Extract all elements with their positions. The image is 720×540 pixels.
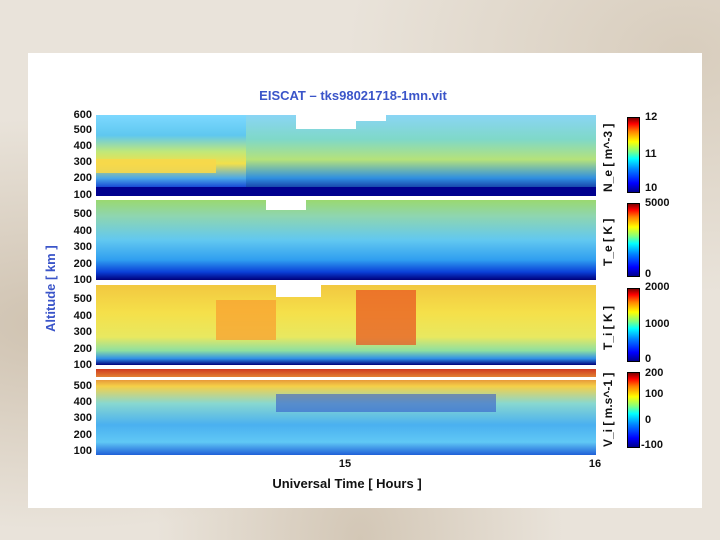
ne-ytick: 100 <box>73 189 92 201</box>
ne-ytick: 600 <box>73 109 92 121</box>
vi-ytick: 400 <box>73 396 92 408</box>
ne-ytick: 500 <box>73 124 92 136</box>
ti-ytick: 300 <box>73 326 92 338</box>
te-cb-tick: 5000 <box>645 197 670 209</box>
ne-ytick: 300 <box>73 156 92 168</box>
vi-ytick: 200 <box>73 429 92 441</box>
ne-cb-tick: 10 <box>645 182 658 194</box>
te-colorbar <box>627 203 640 277</box>
ne-ytick: 200 <box>73 172 92 184</box>
ti-ytick: 200 <box>73 343 92 355</box>
te-ytick: 100 <box>73 274 92 286</box>
ti-colorbar <box>627 288 640 362</box>
ne-colorbar-label: N_e [ m^-3 ] <box>601 123 615 192</box>
te-ytick: 500 <box>73 208 92 220</box>
vi-cb-tick: 100 <box>645 388 664 400</box>
y-axis-label: Altitude [ km ] <box>43 245 58 332</box>
vi-ytick: 300 <box>73 412 92 424</box>
ti-colorbar-label: T_i [ K ] <box>601 306 615 350</box>
vi-colorbar-label: V_i [ m.s^-1 ] <box>601 372 615 447</box>
x-tick: 16 <box>588 458 602 470</box>
ti-ytick: 500 <box>73 293 92 305</box>
ti-ytick: 400 <box>73 310 92 322</box>
panel-ti-heatmap <box>96 285 596 365</box>
ne-ytick: 400 <box>73 140 92 152</box>
ne-cb-tick: 11 <box>645 148 657 160</box>
te-ytick: 200 <box>73 258 92 270</box>
vi-cb-tick: 200 <box>645 367 664 379</box>
ti-cb-tick: 1000 <box>645 318 670 330</box>
ne-cb-tick: 12 <box>645 111 658 123</box>
ti-cb-tick: 2000 <box>645 281 670 293</box>
panel-ne-heatmap <box>96 115 596 196</box>
x-axis-label: Universal Time [ Hours ] <box>272 476 422 491</box>
vi-cb-tick: 0 <box>645 414 652 426</box>
x-tick: 15 <box>338 458 352 470</box>
te-ytick: 300 <box>73 241 92 253</box>
vi-cb-tick: -100 <box>641 439 664 451</box>
te-ytick: 400 <box>73 225 92 237</box>
vi-ytick: 500 <box>73 380 92 392</box>
ti-ytick: 100 <box>73 359 92 371</box>
panel-te-heatmap <box>96 200 596 280</box>
te-cb-tick: 0 <box>645 268 652 280</box>
panel-vi-heatmap <box>96 369 596 455</box>
ti-cb-tick: 0 <box>645 353 652 365</box>
vi-ytick: 100 <box>73 445 92 457</box>
te-colorbar-label: T_e [ K ] <box>601 218 615 266</box>
chart-title: EISCAT – tks98021718-1mn.vit <box>259 88 447 103</box>
ne-colorbar <box>627 117 640 193</box>
vi-colorbar <box>627 372 640 448</box>
